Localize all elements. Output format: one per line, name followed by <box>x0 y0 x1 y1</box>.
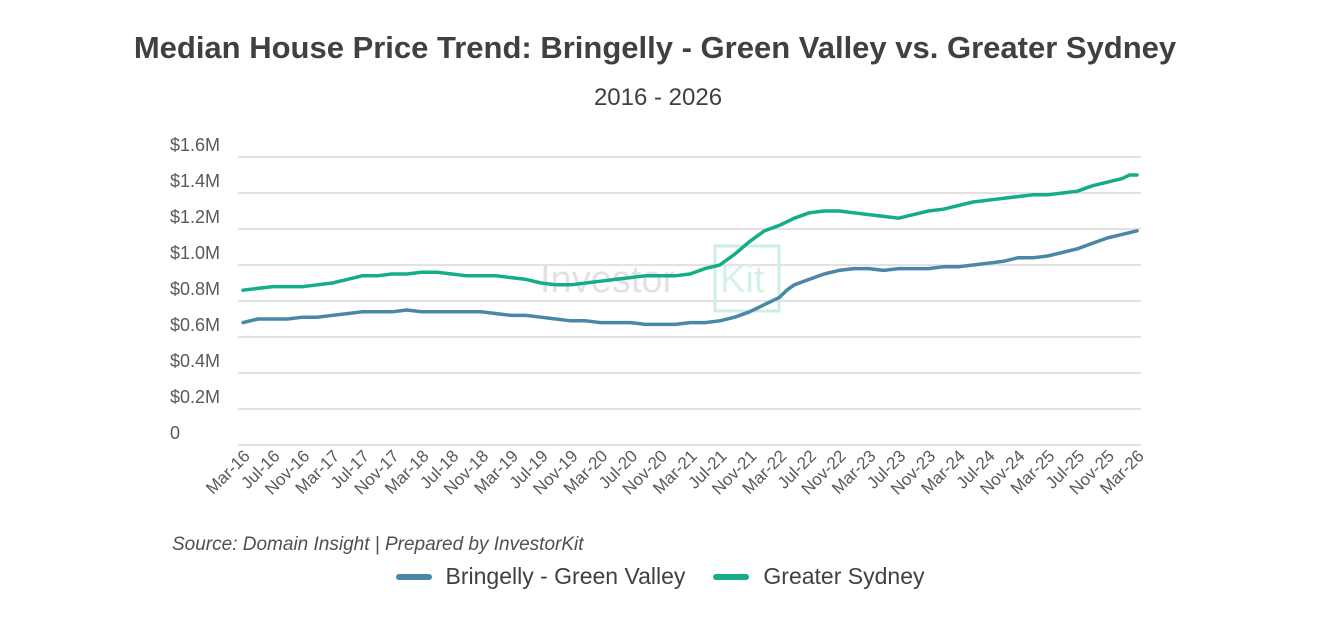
watermark-text-right: Kit <box>720 259 765 301</box>
legend-item-sydney: Greater Sydney <box>713 563 925 590</box>
legend-label-sydney: Greater Sydney <box>763 563 925 589</box>
y-tick-label: $0.2M <box>170 387 220 407</box>
y-tick-label: $0.6M <box>170 315 220 335</box>
y-axis-ticks: 0 $0.2M $0.4M $0.6M $0.8M $1.0M $1.2M $1.4M $1.6… <box>170 135 220 443</box>
y-tick-label: $1.2M <box>170 207 220 227</box>
chart-title: Median House Price Trend: Bringelly - Gr… <box>133 30 1177 65</box>
chart-subtitle: 2016 - 2026 <box>593 84 723 111</box>
legend-label-bringelly: Bringelly - Green Valley <box>445 563 686 589</box>
x-axis-ticks: Mar-16Jul-16Nov-16Mar-17Jul-17Nov-17Mar-… <box>202 446 1148 498</box>
y-tick-label: 0 <box>170 423 180 443</box>
series-line-bringelly <box>241 229 1139 327</box>
series-lines <box>241 173 1139 327</box>
source-note: Source: Domain Insight | Prepared by Inv… <box>172 534 584 555</box>
y-tick-label: $1.6M <box>170 135 220 155</box>
series-line-sydney <box>241 173 1139 292</box>
legend: Bringelly - Green Valley Greater Sydney <box>0 563 1320 590</box>
y-tick-label: $0.8M <box>170 279 220 299</box>
y-tick-label: $1.0M <box>170 243 220 263</box>
y-tick-label: $1.4M <box>170 171 220 191</box>
gridlines <box>238 156 1141 446</box>
y-tick-label: $0.4M <box>170 351 220 371</box>
legend-swatch-sydney <box>713 573 750 580</box>
legend-swatch-bringelly <box>395 573 432 580</box>
legend-item-bringelly: Bringelly - Green Valley <box>395 563 686 590</box>
